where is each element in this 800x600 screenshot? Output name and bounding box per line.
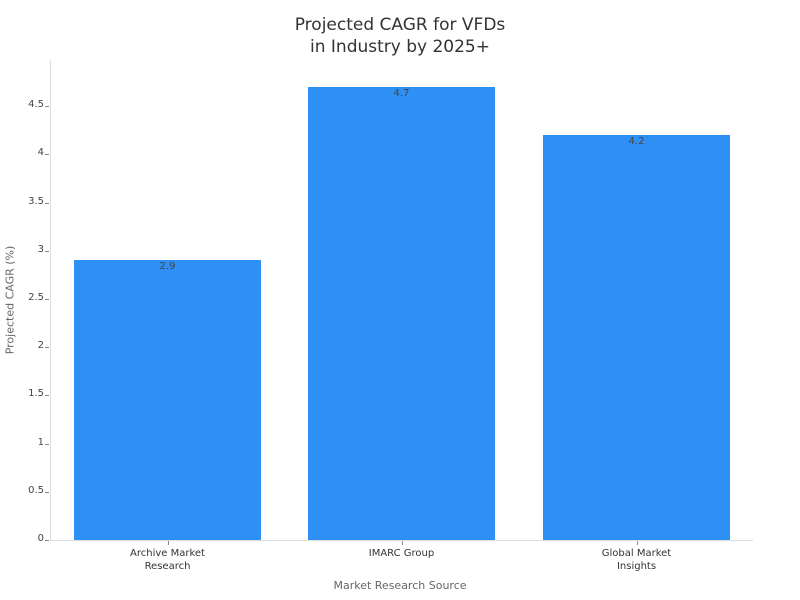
y-tick-mark [45, 443, 49, 445]
x-tick-label: Global Market Insights [557, 547, 717, 573]
bar-value-label: 4.2 [628, 136, 645, 148]
bar-value-label: 2.9 [159, 261, 176, 273]
y-tick-label: 3.5 [28, 195, 44, 207]
bar-value-label: 4.7 [393, 87, 410, 99]
x-tick-label: IMARC Group [322, 547, 482, 560]
x-tick-label: Archive Market Research [88, 547, 248, 573]
y-tick-label: 2 [37, 340, 44, 352]
y-tick-label: 4 [37, 147, 44, 159]
x-tick-label-line: Research [144, 561, 191, 572]
x-axis-label: Market Research Source [333, 579, 467, 592]
y-tick-mark [45, 540, 49, 541]
bar [74, 260, 261, 540]
y-tick-mark [45, 395, 49, 397]
y-tick-mark [45, 491, 49, 493]
bar [308, 86, 495, 540]
x-tick-mark [636, 541, 638, 545]
y-tick-mark [45, 299, 49, 300]
x-tick-label-line: Insights [616, 561, 657, 572]
y-tick-mark [45, 202, 49, 204]
x-tick-label-line: IMARC Group [368, 548, 435, 559]
y-tick-mark [45, 347, 49, 349]
y-tick-mark [45, 250, 49, 252]
y-tick-mark [45, 154, 49, 156]
title-line-1: Projected CAGR for VFDs [294, 15, 506, 35]
x-tick-label-line: Global Market [601, 548, 672, 559]
x-tick-mark [167, 541, 169, 545]
y-tick-label: 1.5 [28, 388, 44, 400]
y-tick-label: 0.5 [28, 484, 44, 496]
x-tick-mark [401, 541, 403, 545]
chart-title: Projected CAGR for VFDs in Industry by 2… [200, 14, 600, 58]
y-tick-label: 3 [37, 243, 44, 255]
y-tick-mark [45, 106, 49, 108]
bar [543, 135, 730, 540]
y-tick-label: 1 [37, 436, 44, 448]
y-tick-label: 2.5 [28, 292, 44, 303]
y-axis [50, 60, 51, 541]
y-tick-label: 4.5 [28, 99, 44, 111]
y-tick-label: 0 [37, 533, 44, 544]
x-axis [50, 540, 753, 541]
title-line-2: in Industry by 2025+ [310, 37, 490, 57]
x-tick-label-line: Archive Market [130, 548, 205, 559]
